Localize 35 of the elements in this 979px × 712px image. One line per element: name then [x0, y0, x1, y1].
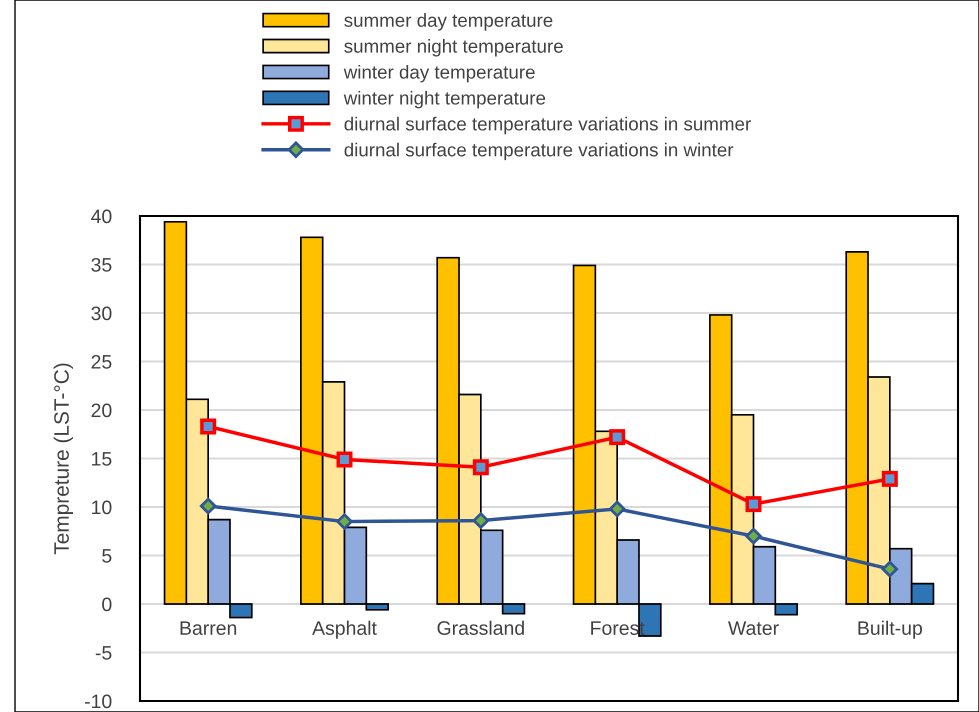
- y-axis-title: Tempreture (LST-°C): [54, 364, 74, 554]
- x-tick-label: Built-up: [858, 620, 922, 639]
- y-tick-label: 25: [92, 354, 112, 369]
- y-tick-label: 5: [102, 549, 112, 563]
- legend-label: summer night temperature: [344, 39, 563, 57]
- y-tick-label: 35: [91, 258, 112, 272]
- y-tick-label: -10: [84, 694, 112, 708]
- legend-label: summer day temperature: [344, 13, 552, 31]
- point: [200, 498, 216, 514]
- point: [336, 451, 352, 468]
- y-tick-label: 30: [91, 306, 112, 320]
- point: [746, 496, 762, 512]
- point: [608, 500, 626, 518]
- y-tick-label: 40: [91, 209, 112, 224]
- legend-label: diurnal surface temperature variations in summer: [344, 116, 751, 134]
- y-tick-label: 20: [92, 403, 112, 418]
- point: [336, 513, 353, 530]
- point: [472, 512, 490, 529]
- y-tick-label: 15: [92, 452, 112, 466]
- x-tick-label: Grassland: [438, 620, 524, 635]
- legend-label: diurnal surface temperature variations in winter: [344, 142, 734, 160]
- y-tick-label: 0: [102, 597, 112, 612]
- point: [472, 459, 489, 476]
- point: [882, 560, 898, 578]
- point: [609, 429, 626, 446]
- point: [200, 418, 216, 434]
- point: [745, 528, 762, 544]
- legend-label: winter day temperature: [344, 64, 535, 82]
- legend-label: winter night temperature: [344, 90, 546, 108]
- x-tick-label: Asphalt: [312, 620, 377, 639]
- x-tick-label: Water: [728, 621, 779, 635]
- y-tick-label: -5: [96, 646, 112, 660]
- x-tick-label: Barren: [180, 621, 236, 635]
- point: [882, 470, 898, 487]
- y-tick-label: 10: [92, 500, 112, 514]
